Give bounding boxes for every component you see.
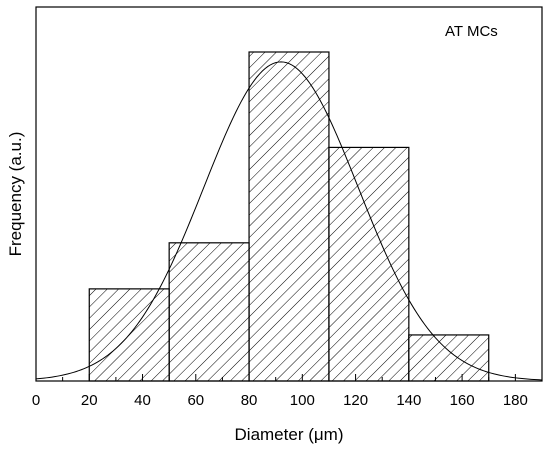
histogram-bar-5 [408, 334, 490, 382]
histogram-bar-4 [328, 146, 410, 382]
x-tick-label: 60 [187, 392, 204, 409]
x-tick-label: 40 [134, 392, 151, 409]
gaussian-fit-curve [36, 61, 542, 381]
x-axis-label: Diameter (μm) [235, 425, 344, 444]
histogram-bar-3 [248, 51, 330, 382]
histogram-bar-2 [168, 242, 250, 382]
chart-annotation: AT MCs [445, 23, 498, 40]
x-tick-label: 20 [81, 392, 98, 409]
x-tick-label: 180 [503, 392, 528, 409]
x-tick-label: 100 [290, 392, 315, 409]
x-axis-ticks: 0 20 40 60 80 100 120 140 160 180 [32, 374, 528, 409]
x-tick-label: 160 [450, 392, 475, 409]
bars-group [88, 51, 490, 382]
fit-curve-group [36, 61, 542, 381]
x-tick-label: 120 [343, 392, 368, 409]
x-tick-label: 0 [32, 392, 40, 409]
x-tick-label: 140 [396, 392, 421, 409]
x-tick-label: 80 [241, 392, 258, 409]
y-axis-label: Frequency (a.u.) [6, 132, 25, 257]
